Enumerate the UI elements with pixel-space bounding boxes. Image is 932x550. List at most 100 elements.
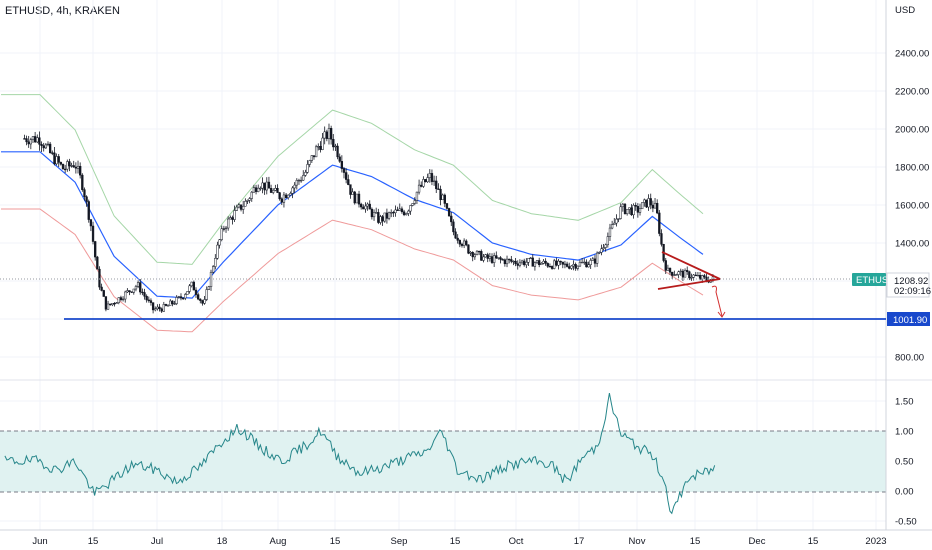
candle-up — [166, 305, 170, 307]
time-axis[interactable]: Jun 15 Jul 18 Aug 15 Sep 15 Oct 17 Nov 15 Dec 15 2023 — [32, 536, 886, 547]
projection-arrow — [711, 285, 723, 317]
candle-down — [81, 174, 84, 190]
candle-up — [475, 250, 479, 255]
candle-up — [46, 143, 50, 146]
candle-up — [237, 204, 241, 208]
candle-down — [53, 152, 56, 165]
candle-up — [154, 308, 157, 311]
candle-down — [471, 252, 474, 258]
time-tick-label: Oct — [509, 536, 524, 547]
candle-down — [91, 225, 95, 242]
candle-up — [252, 187, 256, 193]
candle-down — [503, 259, 507, 265]
time-tick-label: Dec — [749, 536, 766, 547]
price-axis[interactable]: 2400.00 2200.00 2000.00 1800.00 1600.00 1400.… — [895, 49, 929, 364]
candle-up — [619, 206, 622, 219]
candle-down — [130, 291, 133, 293]
candle-down — [201, 300, 204, 304]
candle-down — [555, 260, 558, 266]
price-tick-label: 1800.00 — [895, 163, 929, 174]
candle-up — [29, 139, 32, 145]
candle-up — [175, 297, 178, 304]
currency-label: USD — [895, 5, 915, 16]
candle-down — [445, 203, 449, 209]
candle-up — [282, 194, 286, 203]
last-price-tag-bg — [886, 272, 930, 298]
candle-down — [402, 211, 406, 216]
candle-up — [229, 217, 232, 220]
price-tick-label: 2200.00 — [895, 87, 929, 98]
candle-down — [561, 261, 564, 265]
candle-down — [454, 231, 457, 239]
candle-up — [220, 228, 223, 240]
candle-down — [158, 306, 161, 310]
candle-down — [164, 304, 168, 306]
support-price-tag-bg — [887, 312, 930, 326]
candle-up — [589, 260, 592, 265]
price-tick-label: 2400.00 — [895, 49, 929, 60]
candle-down — [319, 146, 322, 150]
candle-up — [355, 193, 359, 204]
candle-up — [675, 274, 678, 276]
candle-down — [139, 282, 142, 293]
candle-up — [484, 254, 487, 258]
candle-up — [302, 175, 305, 181]
candle-down — [452, 221, 455, 233]
candle-up — [272, 190, 275, 193]
candle-up — [409, 205, 412, 212]
candle-up — [248, 198, 251, 201]
candle-down — [239, 204, 243, 210]
candle-down — [68, 161, 71, 167]
candle-down — [51, 152, 54, 154]
candle-down — [23, 138, 26, 140]
candle-down — [57, 156, 60, 163]
candle-up — [173, 303, 176, 305]
candle-up — [638, 208, 642, 213]
candle-up — [690, 277, 693, 279]
candle-down — [651, 204, 655, 209]
candle-up — [604, 244, 607, 248]
time-tick-label: Jul — [151, 536, 163, 547]
candle-down — [636, 206, 640, 213]
candle-up — [542, 260, 545, 264]
candle-down — [568, 266, 571, 269]
candle-up — [261, 182, 264, 189]
candle-up — [557, 260, 560, 266]
triangle-lower-trendline[interactable] — [657, 278, 721, 290]
candle-down — [649, 198, 652, 206]
candle-up — [257, 187, 260, 192]
oscillator-axis[interactable]: 1.50 1.00 0.50 0.00 -0.50 — [895, 397, 917, 528]
candle-down — [181, 297, 185, 300]
candle-down — [458, 240, 461, 245]
candle-up — [205, 289, 208, 300]
candle-up — [613, 222, 616, 225]
candle-down — [329, 128, 333, 140]
candle-down — [42, 145, 45, 149]
support-price-text: 1001.90 — [893, 315, 927, 326]
candle-down — [443, 194, 446, 204]
candle-down — [332, 139, 335, 148]
oscillator-line — [4, 393, 716, 515]
candle-down — [160, 308, 163, 312]
price-tick-label: 2000.00 — [895, 125, 929, 136]
candle-down — [645, 199, 648, 208]
candle-up — [31, 136, 35, 140]
candle-down — [280, 198, 283, 203]
candle-up — [233, 210, 236, 220]
candle-down — [196, 294, 200, 300]
candle-up — [563, 263, 567, 266]
candle-down — [254, 187, 258, 192]
oscillator-band-fill — [0, 431, 886, 492]
candle-up — [291, 187, 294, 194]
candle-down — [447, 208, 451, 217]
candle-down — [87, 201, 90, 220]
triangle-upper-trendline[interactable] — [661, 251, 721, 280]
candle-up — [598, 252, 601, 254]
candle-down — [531, 257, 534, 267]
ticker-tag-bg — [852, 273, 886, 286]
candle-up — [621, 203, 625, 208]
time-tick-label: 17 — [574, 536, 585, 547]
candle-down — [347, 179, 350, 185]
